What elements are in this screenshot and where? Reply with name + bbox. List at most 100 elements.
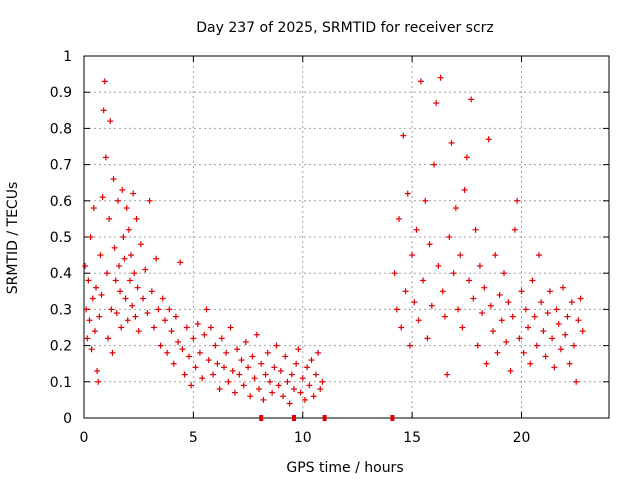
- y-tick-label: 0: [63, 411, 72, 427]
- data-point: [522, 306, 529, 313]
- data-point: [157, 342, 164, 349]
- y-axis-label: SRMTID / TECUs: [5, 182, 21, 295]
- data-point: [413, 226, 420, 233]
- data-point: [223, 349, 230, 356]
- data-point: [536, 252, 542, 259]
- data-point: [116, 262, 122, 269]
- data-point: [88, 346, 95, 353]
- y-tick-label: 0.6: [50, 194, 72, 210]
- data-point: [130, 190, 137, 197]
- data-point: [518, 288, 525, 295]
- x-axis-ticks: 0 5 10 15 20: [80, 56, 530, 446]
- data-point: [288, 371, 295, 378]
- data-point: [520, 349, 527, 356]
- data-point: [103, 270, 110, 277]
- y-axis-ticks: 0 0.1 0.2 0.3 0.4 0.5 0.6 0.7 0.8 0.9 1: [50, 49, 609, 427]
- data-point: [96, 313, 103, 320]
- data-point: [575, 317, 582, 324]
- data-point: [452, 205, 459, 212]
- data-point: [238, 357, 245, 364]
- data-point: [444, 371, 451, 378]
- data-point: [571, 342, 577, 349]
- data-point: [448, 139, 455, 146]
- data-point: [179, 346, 186, 353]
- data-point: [269, 389, 276, 396]
- data-point: [455, 306, 462, 313]
- data-point: [424, 335, 431, 342]
- data-point: [133, 215, 140, 222]
- data-point: [544, 310, 551, 317]
- data-point: [207, 324, 214, 331]
- data-point: [89, 295, 96, 302]
- data-point: [203, 306, 210, 313]
- data-point: [507, 367, 514, 374]
- data-point: [256, 386, 262, 393]
- x-tick-label: 10: [294, 430, 312, 446]
- data-point: [102, 154, 109, 161]
- data-point: [161, 317, 168, 324]
- data-point: [146, 197, 153, 204]
- data-point: [525, 324, 532, 331]
- data-point: [168, 328, 175, 335]
- data-point: [251, 375, 258, 382]
- data-point: [236, 371, 243, 378]
- data-point: [112, 277, 119, 284]
- data-point: [417, 78, 424, 85]
- data-point: [107, 118, 114, 125]
- data-point: [216, 386, 223, 393]
- data-point: [439, 288, 446, 295]
- data-point: [481, 284, 488, 291]
- data-point: [498, 317, 505, 324]
- data-point: [258, 360, 265, 367]
- data-point: [132, 313, 139, 320]
- data-point: [125, 226, 132, 233]
- data-point: [422, 197, 429, 204]
- data-point: [214, 360, 221, 367]
- data-point: [101, 78, 108, 85]
- data-point: [95, 378, 102, 385]
- data-point: [94, 367, 101, 374]
- data-point: [282, 353, 289, 360]
- data-point: [404, 190, 411, 197]
- data-point: [446, 234, 453, 240]
- data-point: [245, 364, 252, 371]
- data-point: [97, 252, 104, 259]
- data-point: [315, 349, 322, 356]
- data-point: [247, 393, 254, 400]
- data-point: [126, 277, 133, 284]
- data-point: [398, 324, 405, 331]
- data-point: [186, 353, 192, 360]
- data-point: [253, 331, 260, 338]
- data-point: [297, 389, 304, 396]
- data-point: [153, 255, 160, 262]
- data-point: [433, 100, 440, 107]
- data-point: [194, 320, 201, 327]
- data-point: [577, 295, 584, 302]
- data-point: [117, 288, 124, 295]
- data-point: [99, 194, 106, 201]
- axis-marker: [292, 415, 296, 421]
- data-point: [579, 328, 586, 335]
- data-point: [487, 302, 494, 309]
- data-point: [170, 360, 177, 367]
- data-point: [177, 259, 184, 266]
- data-point: [304, 364, 311, 371]
- y-tick-label: 0.7: [50, 158, 72, 174]
- data-point: [164, 349, 171, 356]
- data-point: [415, 317, 422, 324]
- data-point: [134, 284, 141, 291]
- data-point: [280, 393, 287, 400]
- data-point: [568, 299, 575, 306]
- data-point: [420, 277, 427, 284]
- data-point: [240, 382, 247, 389]
- data-point: [551, 364, 558, 371]
- chart-title: Day 237 of 2025, SRMTID for receiver scr…: [196, 20, 494, 36]
- data-point: [234, 346, 241, 353]
- data-point: [573, 378, 580, 385]
- data-point: [308, 357, 315, 364]
- data-point: [468, 96, 475, 103]
- data-point: [166, 306, 173, 313]
- data-point: [479, 310, 486, 317]
- data-point: [496, 291, 503, 298]
